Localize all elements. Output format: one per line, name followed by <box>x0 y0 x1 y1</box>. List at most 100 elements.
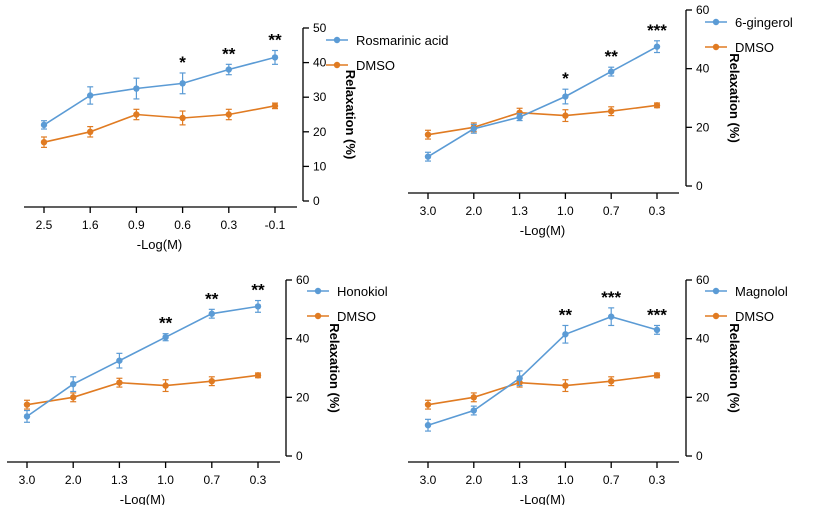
significance-stars: * <box>179 53 186 72</box>
legend-label: Rosmarinic acid <box>356 33 448 48</box>
y-tick-label: 20 <box>696 120 710 134</box>
significance-stars: * <box>562 69 569 88</box>
series-line <box>427 315 658 426</box>
series-compound <box>23 299 262 423</box>
series-line <box>427 45 658 158</box>
data-point <box>653 102 661 109</box>
x-tick-label: 3.0 <box>19 473 36 487</box>
y-tick-label: 20 <box>696 390 710 404</box>
series-line <box>427 104 658 136</box>
y-axis-title: Relaxation (%) <box>343 70 358 160</box>
y-tick-label: 40 <box>296 332 310 346</box>
y-axis-title: Relaxation (%) <box>727 53 742 143</box>
legend-label: DMSO <box>356 58 395 73</box>
data-point <box>116 379 123 386</box>
data-point <box>70 394 77 401</box>
data-point <box>116 357 123 364</box>
data-point <box>23 413 31 420</box>
significance-stars: ** <box>559 305 573 324</box>
legend-item-dmso: DMSO <box>705 40 774 55</box>
y-axis-title: Relaxation (%) <box>327 323 342 413</box>
x-tick-label: 1.3 <box>511 473 528 487</box>
series-line <box>43 56 276 126</box>
x-tick-label: 1.0 <box>557 204 574 218</box>
series-line <box>26 374 259 406</box>
x-tick-label: 0.6 <box>174 218 191 232</box>
data-point <box>562 112 569 119</box>
data-point <box>562 331 569 338</box>
chart-panel-3: 0 20 40 60 3.0 2.0 1.3 1.0 0.7 0.3 -Log(M) Relaxati… <box>7 273 388 507</box>
data-point <box>470 407 477 414</box>
series-dmso <box>40 102 279 148</box>
x-axis-title: -Log(M) <box>520 223 566 238</box>
y-tick-label: 60 <box>696 273 710 287</box>
legend-label: DMSO <box>735 40 774 55</box>
series-line <box>43 105 276 143</box>
significance-stars: *** <box>647 21 667 40</box>
data-point <box>516 109 523 116</box>
legend-item-dmso: DMSO <box>307 309 376 324</box>
x-tick-label: 0.3 <box>649 204 666 218</box>
x-tick-label: 2.0 <box>465 473 482 487</box>
y-tick-label: 30 <box>313 90 327 104</box>
x-axis-title: -Log(M) <box>520 492 566 505</box>
data-point <box>424 153 432 160</box>
legend-item-compound: Rosmarinic acid <box>326 33 448 48</box>
y-tick-label: 0 <box>296 449 303 463</box>
series-line <box>26 305 259 418</box>
series-compound <box>424 307 661 432</box>
legend-item-compound: 6-gingerol <box>705 15 793 30</box>
significance-stars: ** <box>205 289 219 308</box>
data-point <box>424 131 432 138</box>
data-point <box>608 68 615 75</box>
data-point <box>179 114 186 122</box>
y-axis-title: Relaxation (%) <box>727 323 742 413</box>
data-point <box>40 138 48 146</box>
x-axis-title: -Log(M) <box>120 492 166 505</box>
legend-label: DMSO <box>735 309 774 324</box>
x-tick-label: 0.3 <box>649 473 666 487</box>
legend-swatch-marker <box>333 61 341 69</box>
data-point <box>653 43 661 50</box>
x-tick-label: 0.7 <box>603 473 620 487</box>
legend-item-compound: Magnolol <box>705 284 788 299</box>
legend-label: Magnolol <box>735 284 788 299</box>
legend-item-dmso: DMSO <box>326 58 395 73</box>
significance-stars: ** <box>605 47 619 66</box>
data-point <box>653 326 661 334</box>
data-point <box>562 382 569 389</box>
data-point <box>254 303 262 310</box>
legend-label: 6-gingerol <box>735 15 793 30</box>
legend-item-compound: Honokiol <box>307 284 388 299</box>
data-point <box>608 313 615 320</box>
data-point <box>23 401 31 408</box>
x-tick-label: 1.3 <box>511 204 528 218</box>
legend-swatch-marker <box>712 18 720 26</box>
data-point <box>133 85 140 92</box>
legend-swatch-marker <box>314 312 322 320</box>
y-tick-label: 10 <box>313 159 327 173</box>
legend-label: DMSO <box>337 309 376 324</box>
x-tick-label: 2.0 <box>465 204 482 218</box>
data-point <box>70 380 77 388</box>
legend-swatch-marker <box>712 43 720 51</box>
x-tick-label: 0.7 <box>203 473 220 487</box>
y-tick-label: 40 <box>696 62 710 76</box>
legend-swatch-marker <box>712 312 720 320</box>
data-point <box>608 108 615 115</box>
data-point <box>87 128 94 135</box>
data-point <box>87 92 94 99</box>
legend-swatch-marker <box>333 36 341 44</box>
x-tick-label: 2.0 <box>65 473 82 487</box>
y-tick-label: 40 <box>696 332 710 346</box>
chart-panel-4: 0 20 40 60 3.0 2.0 1.3 1.0 0.7 0.3 -Log(M) Relaxati… <box>408 273 788 507</box>
significance-stars: ** <box>222 44 236 63</box>
data-point <box>516 113 523 121</box>
data-point <box>653 372 661 379</box>
data-point <box>516 375 523 382</box>
x-axis-title: -Log(M) <box>137 237 183 252</box>
data-point <box>179 80 186 87</box>
x-tick-label: -0.1 <box>265 218 286 232</box>
